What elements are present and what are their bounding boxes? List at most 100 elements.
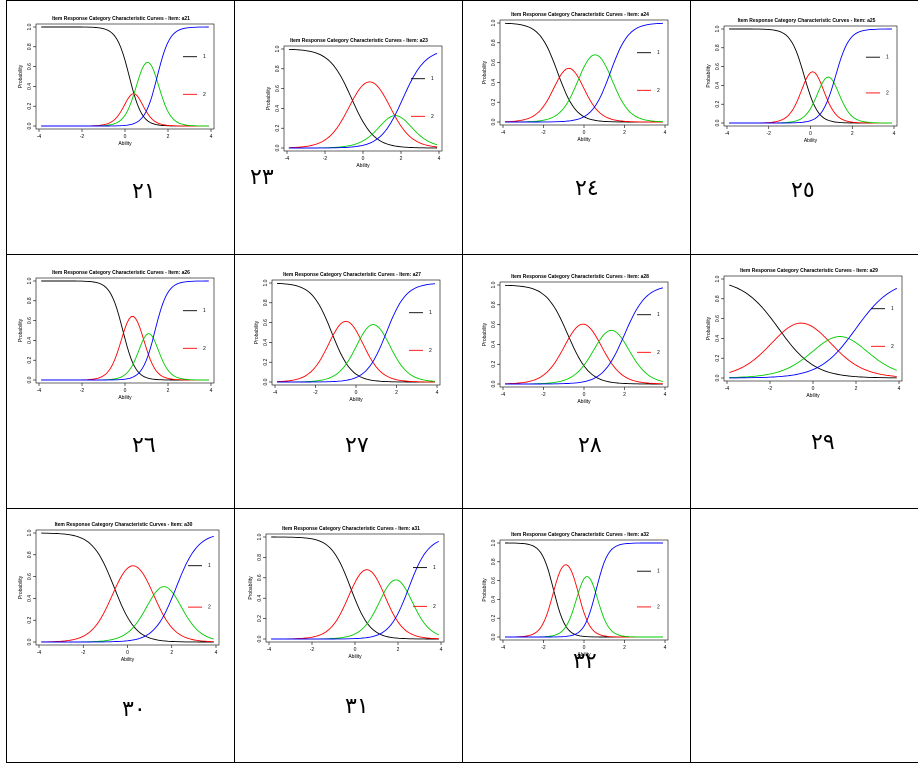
y-tick-label: 0.0 [263, 378, 269, 385]
chart-title: Item Response Category Characteristic Cu… [738, 18, 876, 24]
legend-label-1: 1 [203, 54, 206, 60]
category-curve-2 [41, 565, 214, 643]
legend-label-1: 1 [208, 563, 211, 569]
y-tick-label: 0.6 [491, 59, 497, 66]
irt-chart-a29: Item Response Category Characteristic Cu… [706, 268, 903, 399]
y-tick-label: 0.6 [27, 317, 33, 324]
y-tick-label: 0.8 [491, 301, 497, 308]
x-axis-label: Ability [356, 163, 370, 169]
plot-frame [35, 23, 215, 130]
y-tick-label: 0.6 [715, 315, 721, 322]
x-tick-label: -4 [501, 392, 506, 398]
x-tick-label: -2 [310, 647, 315, 653]
category-curve-1 [271, 536, 439, 640]
x-tick-label: 4 [898, 386, 901, 392]
irt-chart-a32: Item Response Category Characteristic Cu… [482, 532, 669, 658]
grid-cell: Item Response Category Characteristic Cu… [690, 0, 918, 255]
category-curve-3 [41, 333, 209, 381]
category-curve-2 [504, 67, 663, 123]
category-curve-4 [505, 287, 664, 385]
legend-label-2: 2 [429, 348, 432, 354]
plot-frame [499, 281, 669, 388]
empty-slot [691, 509, 918, 763]
chart-grid: Item Response Category Characteristic Cu… [6, 0, 918, 763]
x-axis-label: Ability [121, 657, 135, 663]
y-tick-label: 0.6 [263, 319, 269, 326]
y-tick-label: 0.8 [27, 43, 33, 50]
figure-number: ٢١ [132, 179, 156, 204]
x-axis-label: Ability [806, 393, 820, 399]
x-tick-label: 4 [210, 388, 213, 394]
chart-title: Item Response Category Characteristic Cu… [282, 526, 420, 532]
x-tick-label: 2 [855, 386, 858, 392]
y-tick-label: 0.0 [275, 144, 281, 151]
chart-title: Item Response Category Characteristic Cu… [283, 272, 421, 278]
y-tick-label: 1.0 [715, 275, 721, 282]
category-curve-4 [729, 287, 898, 379]
chart-title: Item Response Category Characteristic Cu… [511, 12, 649, 18]
chart-title: Item Response Category Characteristic Cu… [290, 38, 428, 44]
y-tick-label: 1.0 [27, 529, 33, 536]
grid-cell: Item Response Category Characteristic Cu… [462, 0, 691, 255]
legend-label-2: 2 [657, 350, 660, 356]
legend-label-2: 2 [886, 90, 889, 96]
category-curve-4 [277, 283, 436, 383]
y-tick-label: 1.0 [263, 279, 269, 286]
y-tick-label: 0.2 [491, 615, 497, 622]
x-tick-label: 4 [210, 134, 213, 140]
figure-number: ٢٣ [250, 165, 274, 190]
y-tick-label: 0.8 [491, 39, 497, 46]
legend-label-2: 2 [431, 114, 434, 120]
y-axis-label: Probability [706, 316, 712, 340]
x-tick-label: 0 [583, 645, 586, 651]
chart-title: Item Response Category Characteristic Cu… [55, 522, 193, 528]
legend-label-2: 2 [891, 344, 894, 350]
legend-label-2: 2 [657, 88, 660, 94]
y-tick-label: 0.0 [27, 122, 33, 129]
y-tick-label: 0.8 [715, 44, 721, 51]
grid-cell: Item Response Category Characteristic Cu… [6, 508, 235, 763]
plot-frame [499, 539, 669, 641]
x-axis-label: Ability [349, 397, 363, 403]
x-tick-label: 0 [362, 156, 365, 162]
category-curve-3 [729, 336, 897, 379]
legend-label-1: 1 [203, 308, 206, 314]
x-tick-label: -2 [323, 156, 328, 162]
grid-cell: Item Response Category Characteristic Cu… [234, 254, 463, 509]
x-tick-label: -2 [541, 645, 546, 651]
chart-slot: Item Response Category Characteristic Cu… [7, 509, 234, 763]
x-tick-label: -2 [313, 390, 318, 396]
chart-slot: Item Response Category Characteristic Cu… [235, 1, 462, 255]
category-curve-1 [504, 22, 663, 123]
y-tick-label: 0.4 [491, 341, 497, 348]
y-tick-label: 0.0 [491, 118, 497, 125]
x-tick-label: 0 [124, 388, 127, 394]
x-tick-label: 0 [812, 386, 815, 392]
y-tick-label: 0.0 [715, 374, 721, 381]
category-curve-3 [277, 324, 436, 383]
irt-chart-a21: Item Response Category Characteristic Cu… [18, 16, 215, 147]
x-axis-label: Ability [577, 399, 591, 405]
x-axis-label: Ability [804, 138, 818, 144]
plot-frame [723, 25, 898, 127]
chart-title: Item Response Category Characteristic Cu… [511, 274, 649, 280]
plot-frame [499, 19, 669, 126]
chart-slot: Item Response Category Characteristic Cu… [7, 255, 234, 509]
category-curve-1 [288, 48, 438, 149]
irt-chart-a26: Item Response Category Characteristic Cu… [18, 270, 215, 401]
x-tick-label: 0 [124, 134, 127, 140]
category-curve-4 [41, 280, 209, 381]
figure-number: ٢٤ [575, 176, 599, 201]
category-curve-2 [41, 93, 209, 127]
grid-cell-empty [690, 508, 918, 763]
y-tick-label: 0.4 [263, 339, 269, 346]
y-tick-label: 1.0 [715, 25, 721, 32]
plot-frame [265, 533, 445, 643]
y-axis-label: Probability [254, 320, 260, 344]
category-curve-1 [276, 282, 435, 383]
x-tick-label: -4 [37, 134, 42, 140]
figure-number: ٣٢ [573, 649, 597, 674]
x-axis-label: Ability [348, 654, 362, 660]
y-tick-label: 0.0 [27, 638, 33, 645]
x-tick-label: 2 [170, 650, 173, 656]
